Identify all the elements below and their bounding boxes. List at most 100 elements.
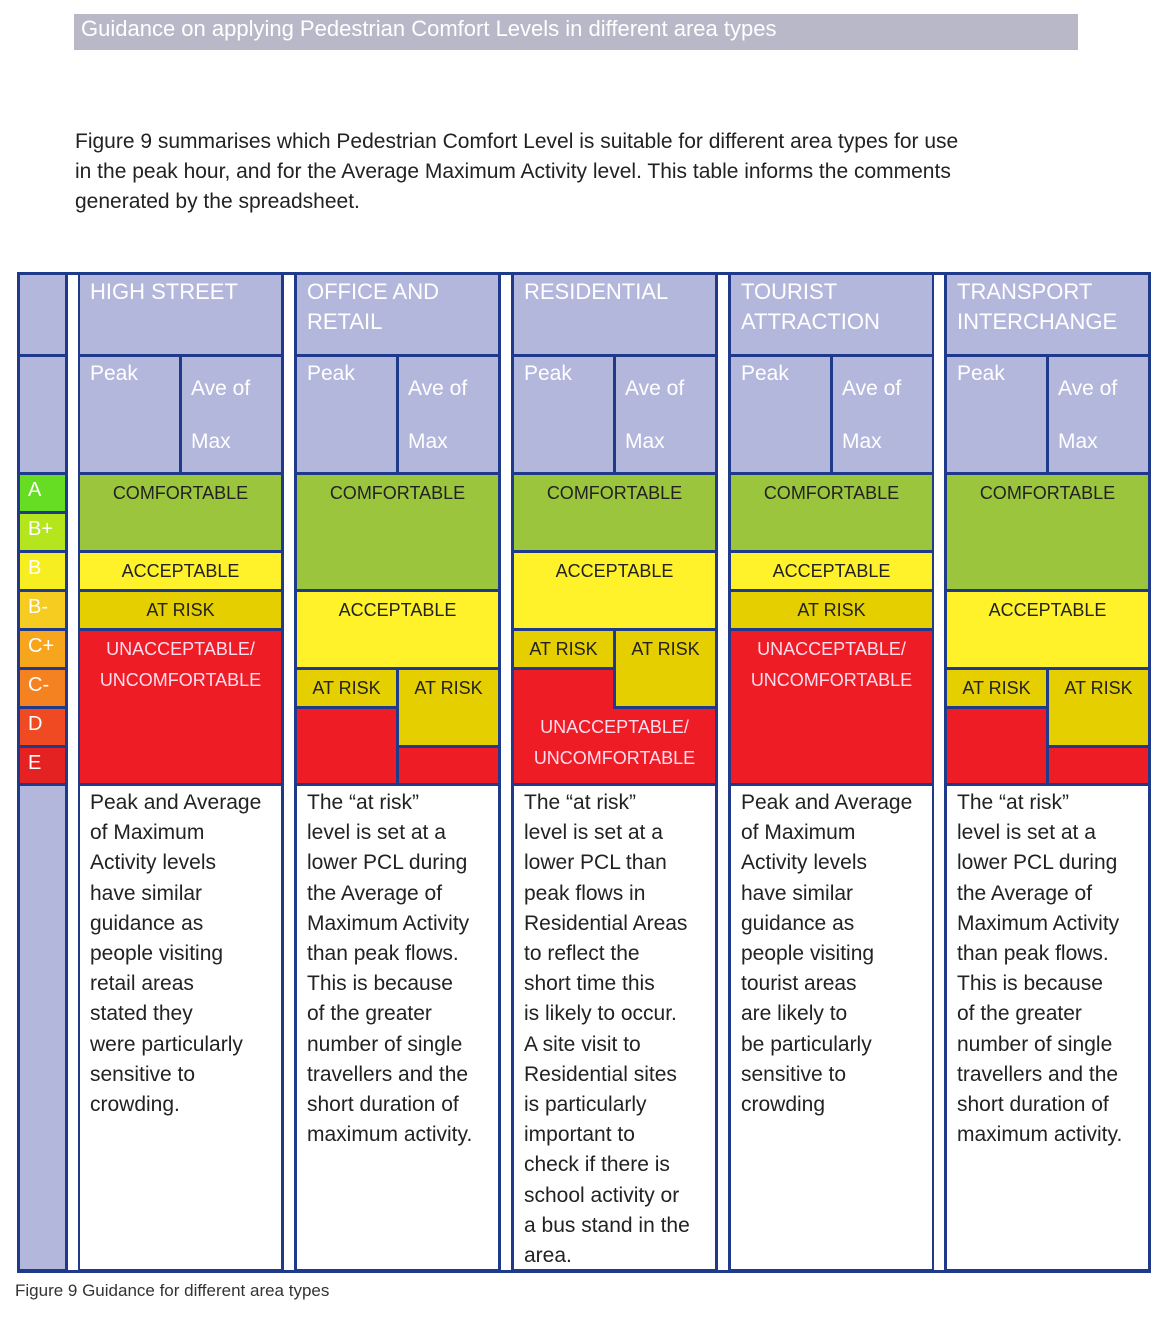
pcl-block: [514, 631, 613, 667]
description-cell: [297, 786, 498, 1269]
subheader-peak: [514, 357, 613, 472]
description-line: of the greater: [957, 1002, 1082, 1026]
level-cell: C-: [20, 670, 65, 706]
pcl-block: [80, 553, 281, 589]
block-label: ACCEPTABLE: [514, 556, 715, 587]
description-line: lower PCL than: [524, 851, 667, 875]
description-cell: [514, 786, 715, 1269]
level-cell: D: [20, 709, 65, 745]
block-label: AT RISK: [947, 673, 1046, 704]
column-title: RESIDENTIAL: [524, 277, 668, 307]
subheader-peak: [947, 357, 1046, 472]
description-line: the Average of: [957, 881, 1093, 905]
block-label: ACCEPTABLE: [297, 595, 498, 626]
title-bar: [74, 14, 1078, 50]
description-line: guidance as: [90, 911, 204, 935]
pcl-block: [947, 709, 1046, 783]
block-label-line: COMFORTABLE: [112, 483, 249, 503]
column-header: [80, 275, 281, 354]
column-title-line: INTERCHANGE: [957, 309, 1118, 334]
description-line: number of single: [307, 1032, 463, 1056]
block-label-line: AT RISK: [312, 678, 381, 698]
description-line: short duration of: [307, 1093, 459, 1117]
level-cell: A: [20, 475, 65, 511]
description-line: is particularly: [524, 1093, 647, 1117]
pcl-block: [947, 670, 1046, 706]
max-label-line: Max: [842, 430, 882, 453]
block-label: ACCEPTABLE: [947, 595, 1148, 626]
block-label-line: UNCOMFORTABLE: [533, 748, 696, 768]
description-line: lower PCL during: [307, 851, 468, 875]
description-line: Activity levels: [741, 851, 868, 875]
description-line: crowding: [741, 1093, 826, 1117]
pcl-block: [731, 592, 932, 628]
level-cell: B: [20, 553, 65, 589]
description-line: people visiting: [741, 942, 875, 966]
description-line: of Maximum: [741, 821, 856, 845]
description-line: Maximum Activity: [307, 911, 470, 935]
description-line: is likely to occur.: [524, 1002, 677, 1026]
column-header: [297, 275, 498, 354]
block-label-line: COMFORTABLE: [329, 483, 466, 503]
level-cell: E: [20, 748, 65, 783]
block-label-line: AT RISK: [146, 600, 215, 620]
block-label-line: UNACCEPTABLE/: [540, 717, 689, 737]
description-line: than peak flows.: [957, 942, 1109, 966]
caption: Figure 9 Guidance for different area typ…: [15, 1281, 330, 1300]
description-line: The “at risk”: [957, 791, 1070, 814]
max-label: Ave of Max: [625, 362, 684, 468]
description-line: peak flows in: [524, 881, 646, 905]
level-label: A: [28, 479, 42, 501]
level-cell: C+: [20, 631, 65, 667]
block-label-line: UNCOMFORTABLE: [750, 670, 913, 690]
description-line: This is because: [957, 972, 1103, 996]
level-header: [20, 275, 65, 354]
block-label-line: AT RISK: [962, 678, 1031, 698]
pcl-block: [297, 670, 396, 706]
pcl-block: [80, 475, 281, 550]
description-line: maximum activity.: [957, 1123, 1123, 1147]
description: Peak and Average of Maximum Activity level…: [741, 788, 912, 1120]
column-title-line: TOURIST: [741, 279, 838, 304]
pcl-block: [731, 553, 932, 589]
block-label: ACCEPTABLE: [80, 556, 281, 587]
max-label: Ave of Max: [191, 362, 250, 468]
description: The “at risk” level is set at a lower PCL …: [524, 788, 690, 1271]
block-label: COMFORTABLE: [947, 478, 1148, 509]
pcl-block: [297, 475, 498, 589]
level-label: C-: [28, 674, 50, 696]
description-cell: [80, 786, 281, 1269]
level-label: B+: [28, 518, 54, 540]
block-label: COMFORTABLE: [514, 478, 715, 509]
pcl-block: [1049, 670, 1148, 745]
level-label: D: [28, 713, 43, 735]
description-line: level is set at a: [524, 821, 663, 845]
intro: Figure 9 summarises which Pedestrian Com…: [75, 127, 958, 217]
column-gap: [501, 275, 511, 1270]
peak-label: Peak: [741, 362, 789, 385]
description: The “at risk” level is set at a lower PCL …: [307, 788, 472, 1150]
description-line: Peak and Average: [90, 791, 262, 814]
max-label-line: Ave of: [625, 377, 685, 400]
max-label: Ave of Max: [842, 362, 901, 468]
description-line: Maximum Activity: [957, 911, 1120, 935]
level-cell: B-: [20, 592, 65, 628]
block-label-line: COMFORTABLE: [546, 483, 683, 503]
description-line: be particularly: [741, 1032, 872, 1056]
block-label: UNACCEPTABLE/UNCOMFORTABLE: [731, 634, 932, 696]
title: Guidance on applying Pedestrian Comfort …: [81, 16, 777, 41]
column-title-line: RESIDENTIAL: [524, 279, 669, 304]
subheader-max: [182, 357, 281, 472]
description-line: Residential Areas: [524, 911, 688, 935]
max-label-line: Max: [625, 430, 665, 453]
description: Peak and Average of Maximum Activity level…: [90, 788, 261, 1120]
pcl-block: [80, 631, 281, 783]
block-label: AT RISK: [616, 634, 715, 665]
description-line: Residential sites: [524, 1062, 677, 1086]
description-cell: [731, 786, 932, 1269]
max-label-line: Max: [191, 430, 231, 453]
pcl-block: [947, 592, 1148, 667]
description-line: check if there is: [524, 1153, 670, 1177]
description-line: lower PCL during: [957, 851, 1118, 875]
description-line: travellers and the: [307, 1062, 469, 1086]
